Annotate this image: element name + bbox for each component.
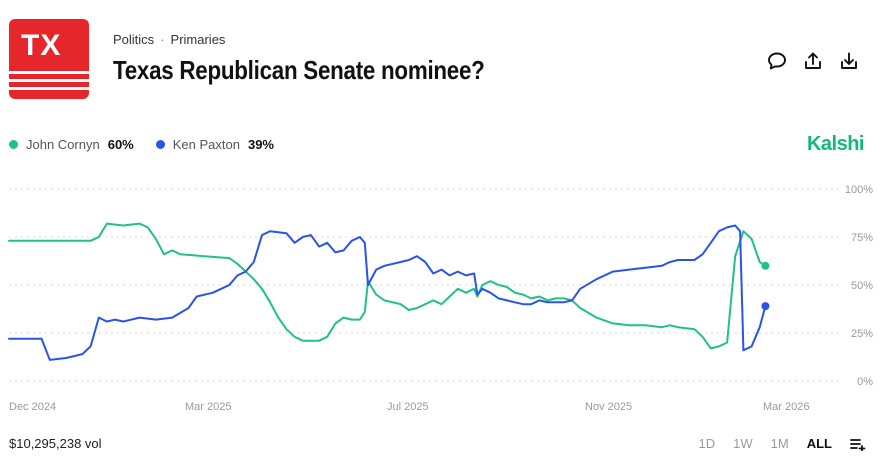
comment-icon[interactable] [766, 50, 788, 72]
breadcrumb-primaries[interactable]: Primaries [170, 32, 226, 47]
volume-label: $10,295,238 vol [9, 436, 102, 451]
y-tick-label: 0% [857, 376, 873, 388]
range-1m[interactable]: 1M [770, 436, 789, 451]
x-tick-label: Dec 2024 [9, 401, 56, 413]
logo-text: TX [21, 29, 62, 62]
share-icon[interactable] [802, 50, 824, 72]
chart-options-icon[interactable] [850, 437, 866, 451]
market-logo: TX [9, 19, 89, 99]
logo-stripe [9, 71, 89, 74]
range-1w[interactable]: 1W [733, 436, 753, 451]
y-tick-label: 100% [845, 184, 873, 196]
x-tick-label: Mar 2025 [185, 401, 231, 413]
legend-item-cornyn[interactable]: John Cornyn 60% [9, 137, 134, 152]
breadcrumb-separator: · [160, 32, 165, 47]
series-endpoint [761, 261, 770, 270]
legend-value: 39% [247, 137, 274, 152]
chart-legend: John Cornyn 60% Ken Paxton 39% [9, 137, 296, 152]
series-line [8, 222, 767, 350]
price-chart[interactable]: 100% 75% 50% 25% 0% Dec 2024 Mar 2025 Jul 2025 N… [0, 175, 886, 420]
download-icon[interactable] [838, 50, 860, 72]
legend-item-paxton[interactable]: Ken Paxton 39% [155, 137, 274, 152]
range-selector: 1D 1W 1M ALL [681, 436, 866, 451]
x-tick-label: Nov 2025 [585, 401, 632, 413]
y-tick-label: 50% [851, 280, 873, 292]
legend-name: John Cornyn [26, 137, 100, 152]
range-all[interactable]: ALL [806, 436, 832, 451]
brand-logo: Kalshi [806, 133, 865, 155]
page-title: Texas Republican Senate nominee? [113, 55, 485, 85]
range-1d[interactable]: 1D [698, 436, 716, 451]
breadcrumb-politics[interactable]: Politics [113, 32, 155, 47]
legend-value: 60% [107, 137, 134, 152]
y-tick-label: 75% [851, 232, 873, 244]
y-tick-label: 25% [851, 328, 873, 340]
logo-stripe [9, 79, 89, 82]
x-tick-label: Jul 2025 [387, 401, 429, 413]
series-endpoint [761, 302, 770, 311]
logo-stripe [9, 87, 89, 90]
legend-swatch-cornyn [9, 140, 18, 149]
breadcrumb: Politics · Primaries [113, 32, 225, 47]
series-line [8, 224, 767, 361]
legend-name: Ken Paxton [172, 137, 240, 152]
legend-swatch-paxton [155, 140, 165, 149]
x-tick-label: Mar 2026 [763, 401, 809, 413]
